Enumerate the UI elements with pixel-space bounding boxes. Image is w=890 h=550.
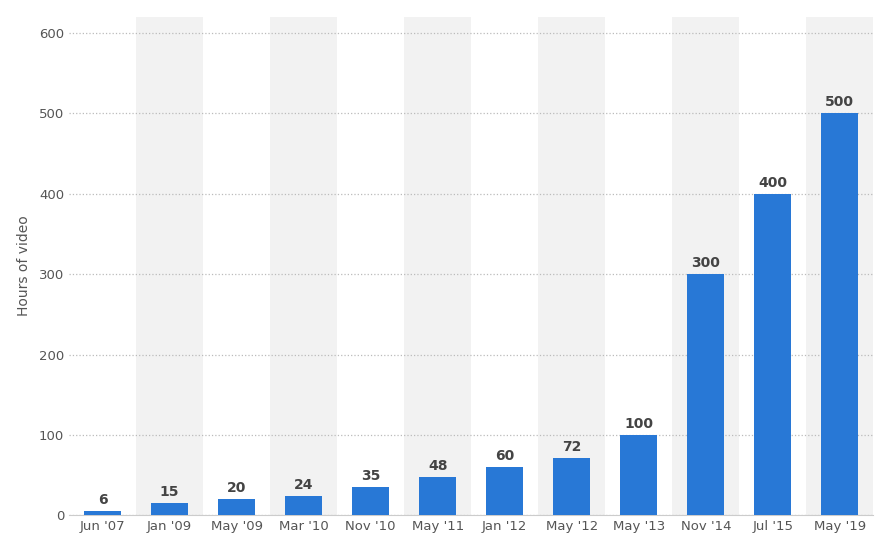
Bar [672,16,740,515]
Bar [203,16,271,515]
Text: 35: 35 [361,469,380,483]
Bar [554,458,590,515]
Bar [486,467,523,515]
Text: 500: 500 [825,95,854,109]
Bar [740,16,806,515]
Text: 15: 15 [160,486,180,499]
Bar [337,16,404,515]
Text: 60: 60 [495,449,514,463]
Text: 300: 300 [692,256,720,270]
Text: 100: 100 [624,417,653,431]
Bar [806,16,873,515]
Bar [352,487,389,515]
Text: 72: 72 [562,439,581,454]
Bar [419,477,457,515]
Bar [218,499,255,515]
Bar [620,435,657,515]
Y-axis label: Hours of video: Hours of video [17,216,30,316]
Text: 400: 400 [758,175,788,190]
Bar [85,510,121,515]
Bar [286,496,322,515]
Bar [687,274,724,515]
Text: 48: 48 [428,459,448,473]
Text: 24: 24 [294,478,313,492]
Bar [471,16,538,515]
Bar [605,16,672,515]
Text: 6: 6 [98,493,108,507]
Bar [821,113,858,515]
Text: 20: 20 [227,481,247,496]
Bar [136,16,203,515]
Bar [538,16,605,515]
Bar [69,16,136,515]
Bar [151,503,188,515]
Bar [271,16,337,515]
Bar [404,16,471,515]
Bar [755,194,791,515]
